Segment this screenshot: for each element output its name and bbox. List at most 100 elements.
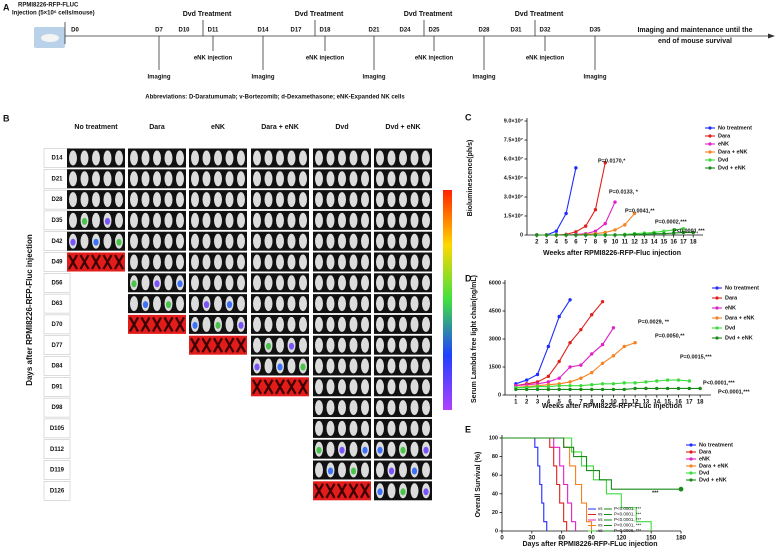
signal	[362, 446, 368, 454]
mouse	[422, 233, 430, 249]
data-point	[546, 387, 551, 392]
timeline-arrow	[768, 33, 775, 39]
dead-mark	[314, 483, 324, 499]
injection-label: eNK injection	[526, 56, 565, 62]
mouse	[326, 379, 335, 395]
mouse	[153, 171, 161, 187]
signal	[131, 280, 137, 288]
mouse	[349, 379, 358, 395]
mouse	[315, 212, 323, 228]
mouse	[315, 379, 323, 395]
signal	[423, 488, 429, 496]
legend-marker	[708, 126, 712, 130]
end-note: end of mouse survival	[658, 38, 732, 45]
mouse	[422, 275, 430, 291]
x-tick-label: 13	[643, 400, 650, 406]
mouse	[349, 212, 358, 228]
mouse	[349, 171, 358, 187]
mouse	[399, 462, 407, 478]
series-line	[515, 387, 701, 390]
mouse	[326, 233, 335, 249]
mouse	[410, 296, 419, 312]
dead-mark	[91, 254, 101, 270]
mouse	[338, 462, 346, 478]
mouse	[253, 233, 261, 249]
mouse	[264, 212, 273, 228]
mouse	[287, 358, 296, 374]
injection-detail: Injection (5×10⁶ cells/mouse)	[12, 11, 95, 17]
y-tick-label: 3.0×10⁷	[504, 194, 524, 200]
mouse	[153, 233, 161, 249]
mouse	[253, 337, 261, 353]
mouse	[253, 254, 261, 270]
mouse	[141, 233, 150, 249]
mouse	[399, 296, 407, 312]
mouse	[349, 254, 358, 270]
mouse	[287, 233, 296, 249]
mouse	[376, 337, 384, 353]
x-axis-label: Days after RPMI8226-RFP-FLuc injection	[523, 541, 658, 548]
mouse	[326, 296, 335, 312]
mouse	[410, 192, 419, 208]
data-point	[662, 229, 666, 233]
mouse	[315, 358, 323, 374]
mouse	[299, 275, 307, 291]
mouse	[326, 420, 335, 436]
data-point	[554, 233, 559, 237]
row-label-box	[43, 335, 71, 355]
day-label: D32	[539, 28, 551, 34]
row-label: D21	[51, 176, 63, 182]
signal	[93, 238, 99, 246]
legend-label: eNK	[699, 456, 710, 462]
column-header: Dara + eNK	[261, 124, 299, 131]
dead-mark	[213, 337, 223, 353]
mouse	[264, 316, 273, 332]
annotation: P=0.0002,***	[655, 219, 688, 225]
legend-label: No treatment	[699, 442, 733, 448]
data-point	[524, 378, 529, 382]
mouse	[361, 275, 369, 291]
mouse	[361, 420, 369, 436]
mouse	[410, 316, 419, 332]
y-tick-label: 0	[498, 392, 501, 398]
comparison-p: P<0.0001, ***	[614, 506, 641, 511]
data-point	[544, 233, 549, 237]
row-label: D14	[51, 156, 63, 162]
data-point	[590, 387, 594, 392]
signal	[70, 238, 76, 246]
end-point	[678, 486, 684, 492]
panel-letter: B	[3, 113, 10, 123]
mouse	[387, 212, 396, 228]
mouse	[422, 337, 430, 353]
x-tick-label: 15	[661, 240, 668, 246]
signal	[377, 446, 383, 454]
dead-mark	[298, 379, 308, 395]
mouse	[103, 171, 112, 187]
x-tick-label: 10	[612, 240, 619, 246]
data-point	[557, 359, 561, 364]
data-point	[524, 387, 529, 392]
row-label-box	[43, 356, 71, 376]
imaging-label: Imaging	[583, 75, 606, 81]
row-label-box	[43, 397, 71, 418]
mouse	[361, 400, 369, 416]
mouse	[141, 254, 150, 270]
mouse	[361, 233, 369, 249]
data-point	[613, 228, 617, 232]
mouse	[387, 379, 396, 395]
mouse	[164, 233, 173, 249]
data-point	[633, 386, 637, 391]
dead-mark	[360, 483, 370, 499]
legend-label: Dvd + eNK	[725, 335, 753, 341]
comparison-p: P<0.0001, ***	[614, 523, 641, 528]
day-label: D25	[428, 28, 440, 34]
mouse	[387, 254, 396, 270]
x-tick-label: 12	[631, 240, 638, 246]
mouse	[387, 316, 396, 332]
mouse	[376, 462, 384, 478]
mouse	[410, 275, 419, 291]
mouse	[130, 192, 138, 208]
legend-label: Dara + eNK	[725, 315, 755, 321]
mouse	[338, 233, 346, 249]
mouse	[202, 254, 211, 270]
